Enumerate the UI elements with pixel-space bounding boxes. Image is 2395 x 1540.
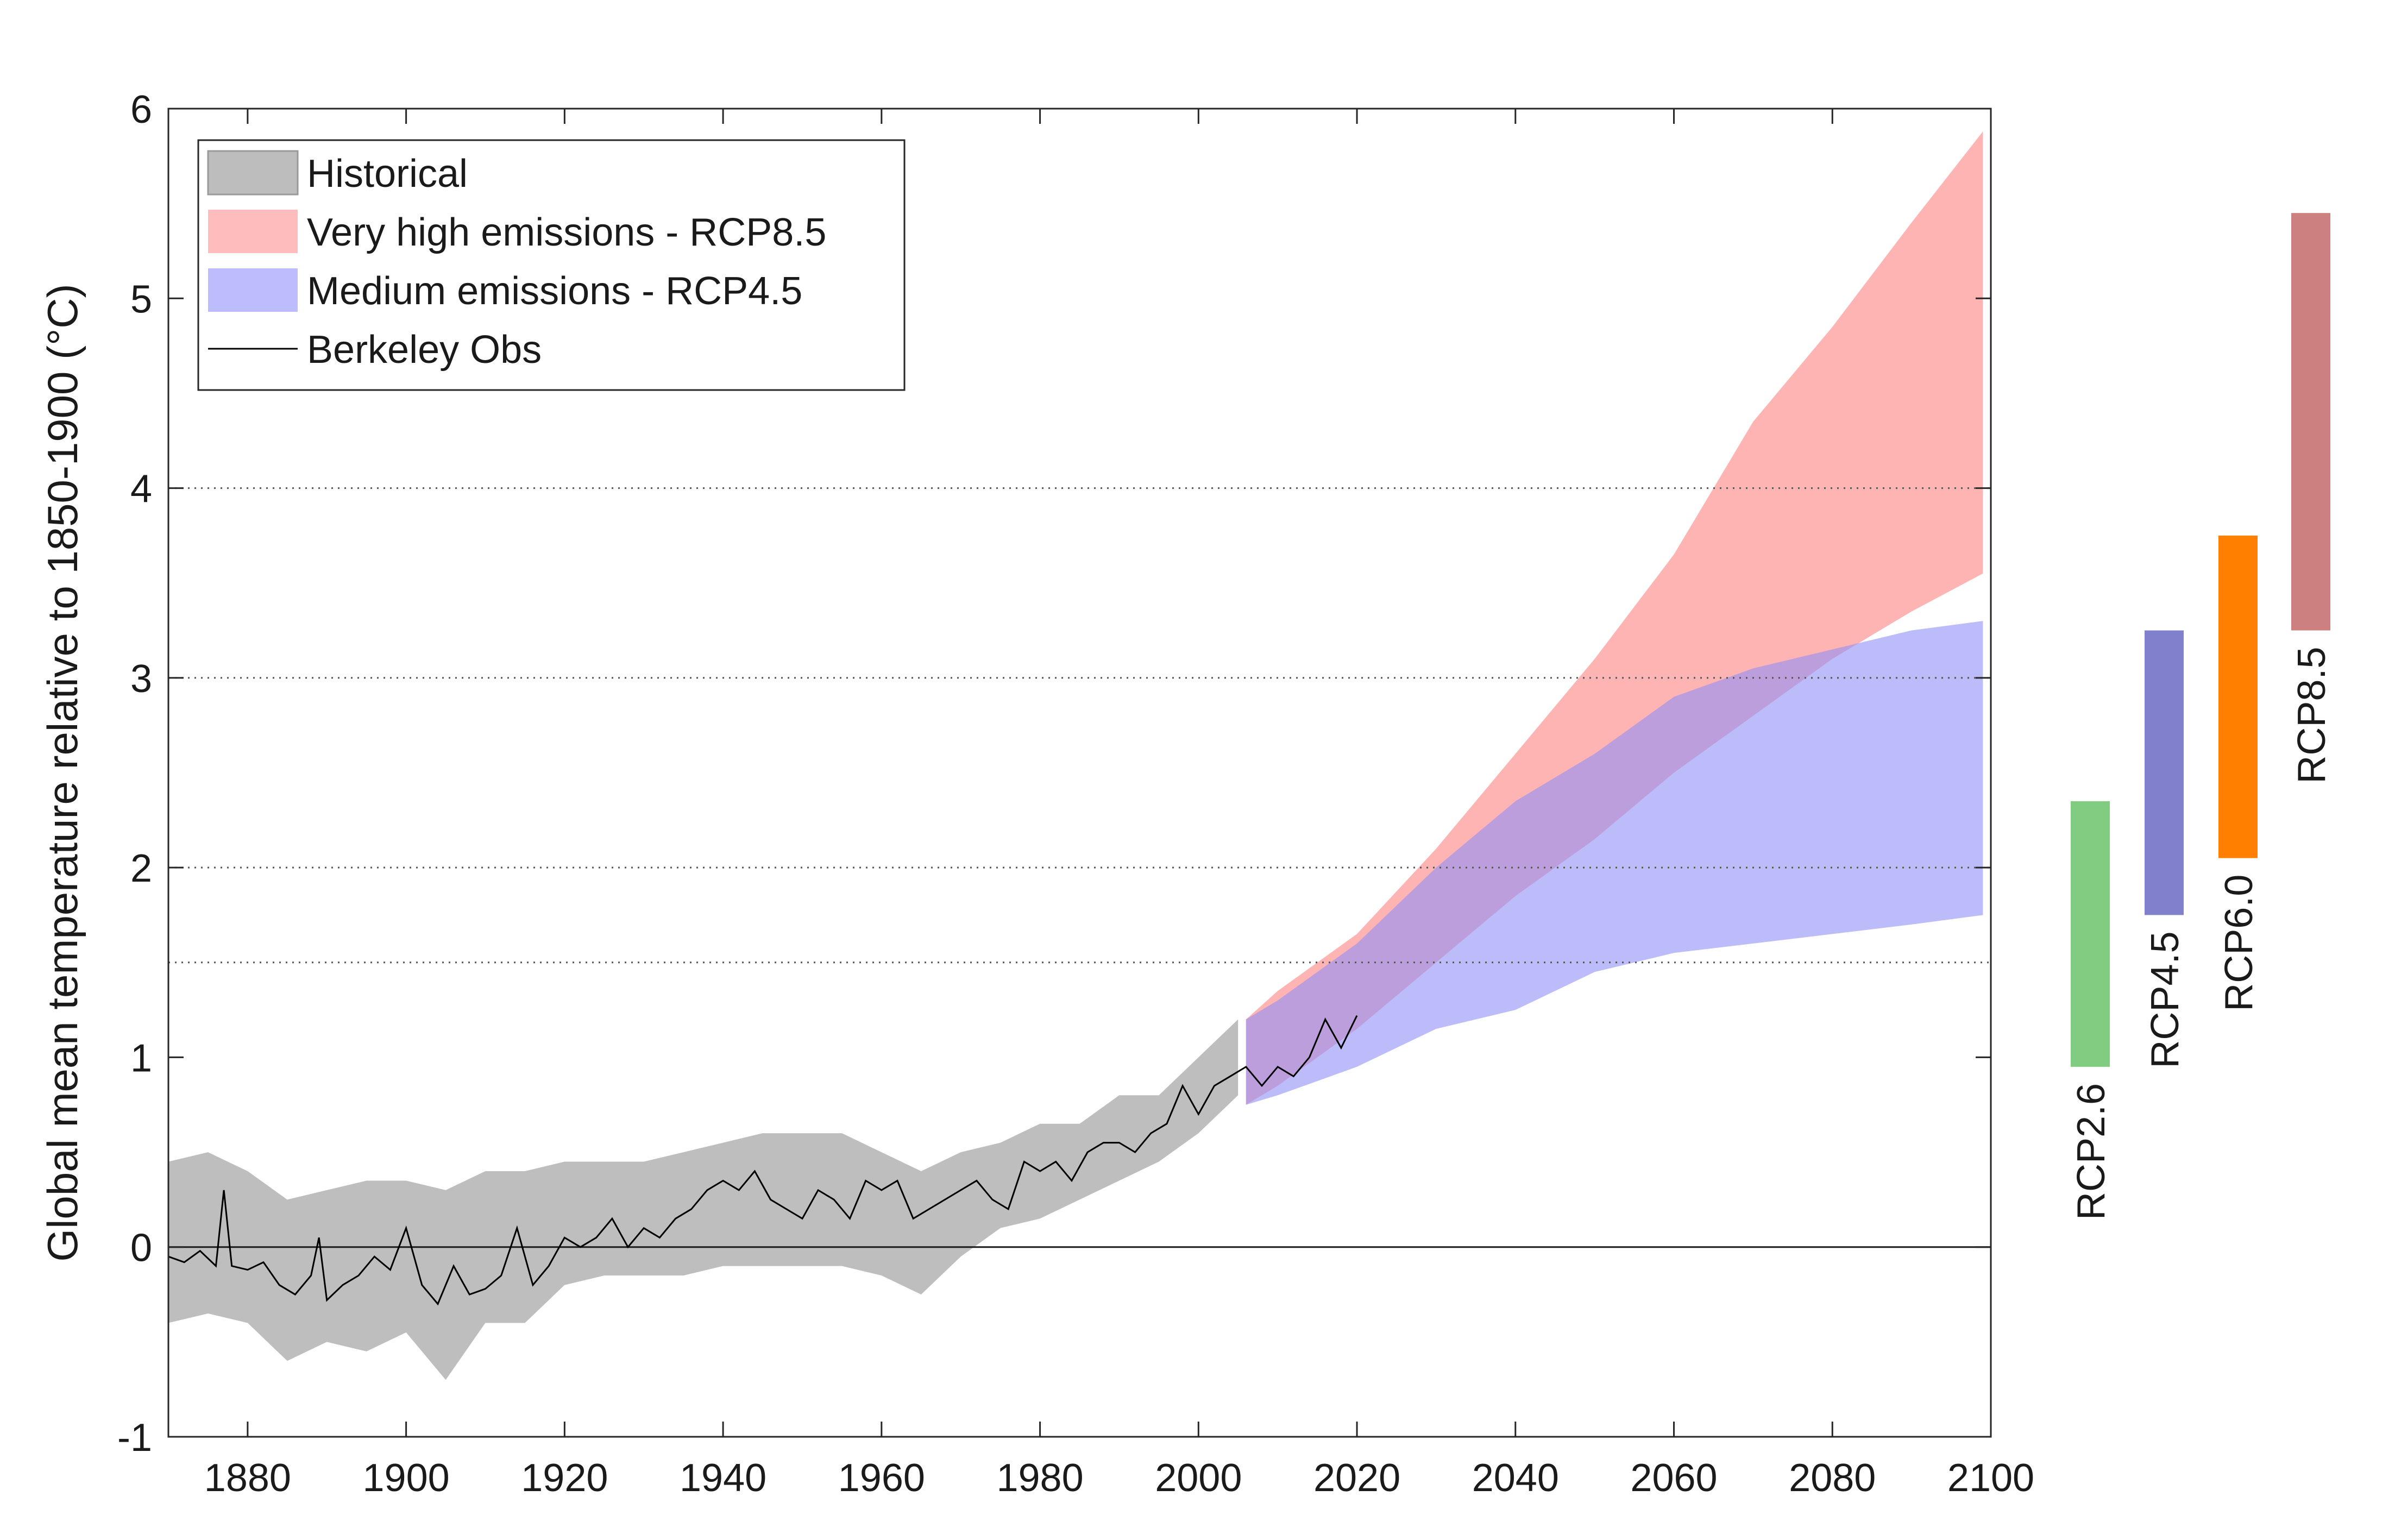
y-tick-label: 4 [130,468,152,511]
y-axis: -1 0 1 2 3 4 5 6 [117,88,1991,1460]
x-tick-label: 2080 [1789,1456,1876,1500]
y-tick-label: 6 [130,88,152,131]
observation-layer [168,1015,1358,1306]
y-tick-label: -1 [117,1416,152,1460]
range-bar-label: RCP2.6 [2070,1083,2113,1220]
band-medium-emissions-rcp4-5 [1246,621,1983,1105]
legend-label: Historical [307,152,468,196]
y-tick-label: 1 [130,1036,152,1080]
y-tick-label: 5 [130,278,152,321]
x-tick-label: 2020 [1313,1456,1400,1500]
y-tick-label: 3 [130,657,152,701]
band-historical [168,1019,1239,1380]
series-line-berkeley-obs [168,1015,1358,1306]
legend: Historical Very high emissions - RCP8.5 Me… [197,139,906,391]
band-layer [168,131,1983,1380]
y-axis-label: Global mean temperature relative to 1850… [39,284,86,1261]
x-tick-label: 1880 [204,1456,291,1500]
range-bar-label: RCP8.5 [2290,647,2334,784]
x-tick-label: 2060 [1630,1456,1717,1500]
x-tick-label: 1940 [680,1456,766,1500]
legend-swatch [208,268,298,312]
legend-swatch [208,210,298,253]
x-tick-label: 2000 [1155,1456,1242,1500]
x-tick-label: 1900 [363,1456,450,1500]
range-bar-rcp8-5 [2291,213,2330,631]
plot-area-frame [167,108,1992,1438]
x-tick-label: 1920 [521,1456,608,1500]
legend-swatch [207,150,299,196]
y-tick-label: 2 [130,847,152,890]
band-very-high-emissions-rcp8-5 [1246,131,1983,1105]
x-axis: 1880 1900 1920 1940 1960 1980 2000 2020 2040 2060… [204,109,2034,1500]
range-bar-rcp2-6 [2071,801,2110,1067]
range-bar-label: RCP4.5 [2143,931,2187,1068]
range-bar-label: RCP6.0 [2217,875,2261,1011]
x-tick-label: 1980 [996,1456,1083,1500]
x-tick-label: 2040 [1472,1456,1559,1500]
y-tick-label: 0 [130,1227,152,1270]
legend-label: Berkeley Obs [307,328,542,372]
x-tick-label: 1960 [838,1456,925,1500]
range-bar-rcp4-5 [2145,630,2184,915]
rcp-range-bars: RCP2.6 RCP4.5 RCP6.0 RCP8.5 [2070,213,2334,1220]
range-bar-rcp6-0 [2218,535,2258,858]
legend-box [197,139,906,391]
legend-label: Very high emissions - RCP8.5 [307,211,826,254]
legend-label: Medium emissions - RCP4.5 [307,269,802,313]
reference-lines [168,487,1991,1248]
x-tick-label: 2100 [1947,1456,2034,1500]
